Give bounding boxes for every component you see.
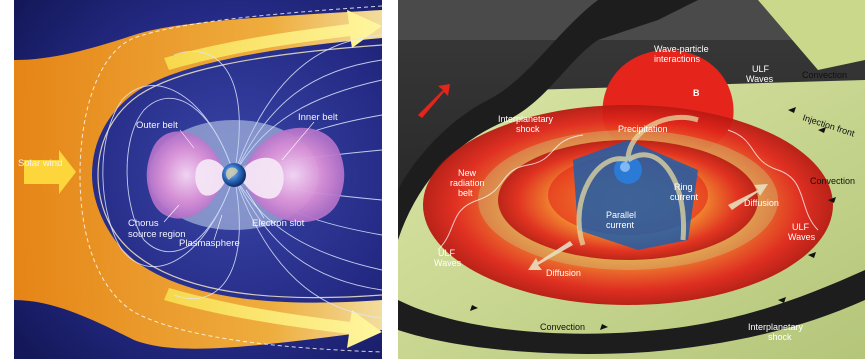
- ulf-waves-left-label-2: Waves: [434, 258, 462, 268]
- leader-lines: [163, 121, 315, 241]
- diffusion-bottom-label: Diffusion: [546, 268, 581, 278]
- diffusion-arrows: [528, 184, 768, 270]
- source-region-label: source region: [128, 229, 186, 240]
- interplanetary-shock-arrow: [418, 84, 450, 118]
- inner-belt-label: Inner belt: [298, 112, 338, 123]
- new-radiation-belt-label-3: belt: [458, 188, 473, 198]
- diffusion-right-label: Diffusion: [744, 198, 779, 208]
- inner-belt-right: [240, 157, 284, 199]
- parallel-current-label-1: Parallel: [606, 210, 636, 220]
- solar-wind-label: Solar wind: [18, 158, 62, 169]
- ulf-waves-top-label-2: Waves: [746, 74, 774, 84]
- electron-slot-label: Electron slot: [252, 218, 305, 229]
- solar-wind-arrow-bottom: [164, 288, 382, 348]
- convection-arrows: [470, 107, 836, 330]
- earth-right-highlight: [620, 162, 630, 172]
- wave-particle-label-2: interactions: [654, 54, 701, 64]
- convection-top-label: Convection: [802, 70, 847, 80]
- outer-belt-label: Outer belt: [136, 120, 178, 131]
- magnetopause-cut: [398, 0, 698, 240]
- convection-bottom-label: Convection: [540, 322, 585, 332]
- ring-current-label-1: Ring: [674, 182, 693, 192]
- interplanetary-shock-bottom-label-1: Interplanetary: [748, 322, 804, 332]
- new-radiation-belt-label-1: New: [458, 168, 477, 178]
- field-line-tubes: [576, 114, 699, 246]
- convection-right-label: Convection: [810, 176, 855, 186]
- inner-magnetosphere-svg: Wave-particle interactions ULF Waves Con…: [398, 0, 865, 359]
- outer-belt-left: [146, 131, 226, 219]
- magnetopause-boundary: [97, 44, 383, 299]
- new-radiation-belt-label-2: radiation: [450, 178, 485, 188]
- ring-current-label-2: current: [670, 192, 699, 202]
- magnetosphere-diagram: Solar wind Outer belt Inner belt Chorus …: [14, 0, 383, 359]
- interplanetary-shock-top-label-1: Interplanetary: [498, 114, 554, 124]
- solar-wind-input-arrow: [24, 150, 76, 194]
- solar-wind-arrow-top: [164, 10, 382, 70]
- ulf-waves-top-label-1: ULF: [752, 64, 770, 74]
- parallel-current-label-2: current: [606, 220, 635, 230]
- inner-magnetosphere-diagram: Wave-particle interactions ULF Waves Con…: [398, 0, 865, 359]
- earth-land: [225, 167, 238, 180]
- plasmasphere-label: Plasmasphere: [179, 238, 240, 249]
- interplanetary-shock-bottom-label-2: shock: [768, 332, 792, 342]
- magnetopause-cut-bottom: [398, 270, 865, 354]
- ulf-waves-left-label-1: ULF: [438, 248, 456, 258]
- precipitation-label: Precipitation: [618, 124, 668, 134]
- wave-particle-label-1: Wave-particle: [654, 44, 709, 54]
- chorus-label: Chorus: [128, 218, 159, 229]
- inner-belt-left: [195, 159, 228, 196]
- ulf-wave-line: [437, 129, 819, 251]
- magnetosphere-svg: Solar wind Outer belt Inner belt Chorus …: [14, 0, 383, 359]
- ulf-waves-right-label-2: Waves: [788, 232, 816, 242]
- b-label: B: [693, 88, 700, 98]
- solar-wind-region: [14, 10, 382, 349]
- interplanetary-shock-top-label-2: shock: [516, 124, 540, 134]
- ulf-waves-right-label-1: ULF: [792, 222, 810, 232]
- tail-block: [758, 0, 865, 70]
